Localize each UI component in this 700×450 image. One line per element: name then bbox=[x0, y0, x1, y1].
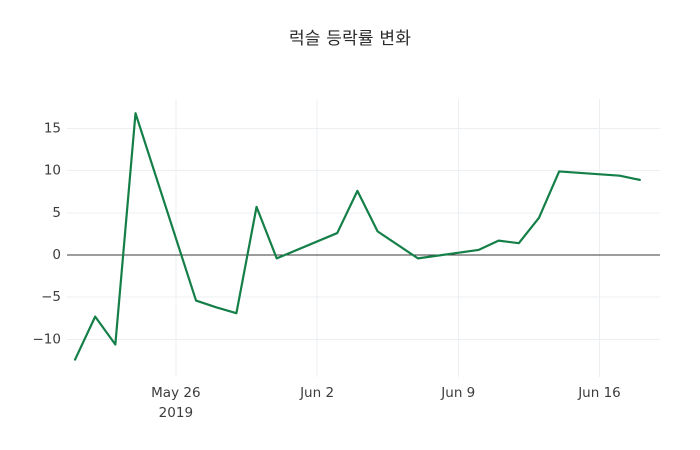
y-tick-label: 0 bbox=[52, 247, 61, 263]
y-tick-label: 5 bbox=[52, 205, 61, 221]
y-gridlines bbox=[67, 127, 660, 340]
x-tick-label: Jun 16 bbox=[577, 385, 621, 401]
x-tick-label: Jun 9 bbox=[440, 385, 475, 401]
x-tick-label: Jun 2 bbox=[299, 385, 334, 401]
x-gridlines bbox=[175, 98, 600, 377]
x-axis-tick-labels: May 26 2019 Jun 2 Jun 9 Jun 16 bbox=[151, 385, 621, 421]
y-tick-label: −5 bbox=[41, 289, 61, 305]
data-series-line bbox=[73, 112, 641, 361]
x-tick-sublabel: 2019 bbox=[159, 405, 193, 421]
y-tick-label: 10 bbox=[44, 163, 61, 179]
chart-title: 럭슬 등락률 변화 bbox=[288, 29, 412, 49]
y-tick-label: −10 bbox=[33, 331, 62, 347]
x-tick-label: May 26 bbox=[151, 385, 200, 401]
y-tick-label: 15 bbox=[44, 120, 61, 136]
y-axis-tick-labels: 15 10 5 0 −5 −10 bbox=[33, 120, 62, 347]
